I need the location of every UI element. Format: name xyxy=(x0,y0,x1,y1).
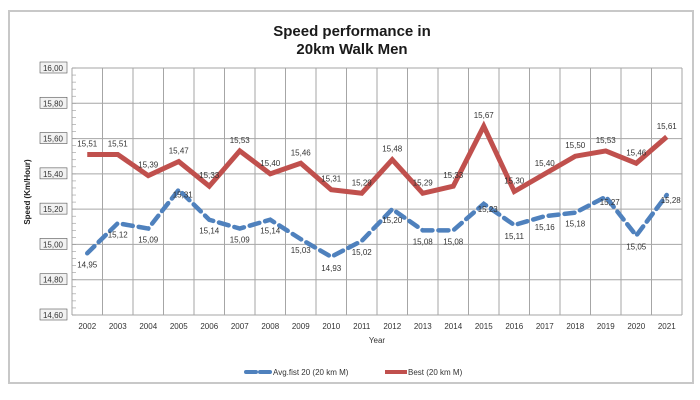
data-label-avg: 15,11 xyxy=(505,232,525,241)
chart-frame xyxy=(8,10,694,384)
data-label-avg: 15,16 xyxy=(535,223,556,232)
x-tick-label: 2019 xyxy=(597,322,615,331)
data-label-avg: 15,05 xyxy=(626,243,647,252)
data-label-best: 15,46 xyxy=(291,148,312,157)
x-axis-ticks: 2002 2003 2004 2005 2006 2007 2008 2009 2010 2011… xyxy=(78,322,676,331)
data-label-best: 15,29 xyxy=(413,178,434,187)
legend: Avg.fist 20 (20 km M) Best (20 km M) xyxy=(244,368,463,377)
series-line-avg-fist-20 xyxy=(85,186,669,260)
y-tick-box xyxy=(39,308,68,321)
x-tick-label: 2020 xyxy=(627,322,645,331)
y-tick-box xyxy=(39,61,68,74)
y-axis-ticks: 14,60 14,80 15,00 15,20 15,40 15,60 15,80 16,00 xyxy=(39,61,68,321)
y-tick-label: 15,60 xyxy=(43,135,64,144)
y-tick-label: 14,60 xyxy=(43,311,64,320)
x-tick-label: 2015 xyxy=(475,322,493,331)
data-label-avg: 15,09 xyxy=(230,236,251,245)
data-label-avg: 15,31 xyxy=(173,191,194,200)
data-label-avg: 15,14 xyxy=(260,227,281,236)
data-label-best: 15,67 xyxy=(474,111,495,120)
data-label-avg: 15,23 xyxy=(478,205,499,214)
data-label-avg: 15,20 xyxy=(382,216,403,225)
x-tick-label: 2008 xyxy=(261,322,279,331)
y-tick-label: 14,80 xyxy=(43,276,64,285)
data-label-avg: 15,08 xyxy=(413,237,434,246)
x-tick-label: 2007 xyxy=(231,322,249,331)
data-label-avg: 15,14 xyxy=(199,227,220,236)
y-axis-label: Speed (Km/Hour) xyxy=(23,159,32,225)
y-tick-box xyxy=(39,96,68,109)
x-tick-label: 2017 xyxy=(536,322,554,331)
y-tick-label: 15,80 xyxy=(43,99,64,108)
y-tick-label: 15,00 xyxy=(43,240,64,249)
data-labels: 14,95 15,12 15,09 15,31 15,14 15,09 15,14 15,03… xyxy=(77,111,681,273)
data-label-best: 15,31 xyxy=(321,175,342,184)
x-tick-label: 2012 xyxy=(383,322,401,331)
legend-label-avg: Avg.fist 20 (20 km M) xyxy=(273,368,349,377)
x-tick-label: 2004 xyxy=(139,322,157,331)
series-line-best xyxy=(87,120,669,197)
data-label-avg: 15,09 xyxy=(138,236,159,245)
chart-title-line-2: 20km Walk Men xyxy=(296,41,407,58)
x-tick-label: 2014 xyxy=(444,322,462,331)
chart-title-line-1: Speed performance in xyxy=(273,23,431,40)
y-tick-box xyxy=(39,132,68,144)
data-label-avg: 15,28 xyxy=(661,196,682,205)
x-tick-label: 2010 xyxy=(322,322,340,331)
x-tick-label: 2016 xyxy=(505,322,523,331)
data-label-best: 15,51 xyxy=(108,139,129,148)
data-label-avg: 14,95 xyxy=(77,260,98,269)
x-tick-label: 2003 xyxy=(109,322,127,331)
data-label-best: 15,40 xyxy=(260,159,281,168)
x-tick-label: 2002 xyxy=(78,322,96,331)
y-tick-box xyxy=(39,167,68,180)
data-label-best: 15,53 xyxy=(596,136,617,145)
x-tick-label: 2021 xyxy=(658,322,676,331)
data-label-best: 15,53 xyxy=(230,136,251,145)
x-axis-label: Year xyxy=(369,336,386,345)
data-label-best: 15,33 xyxy=(199,171,220,180)
legend-label-best: Best (20 km M) xyxy=(408,368,463,377)
data-label-best: 15,47 xyxy=(169,147,190,156)
data-label-best: 15,46 xyxy=(626,148,647,157)
data-label-best: 15,33 xyxy=(443,171,464,180)
y-tick-label: 15,20 xyxy=(43,205,64,214)
y-tick-box xyxy=(39,238,68,250)
y-tick-label: 15,40 xyxy=(43,170,64,179)
data-label-avg: 14,93 xyxy=(321,264,342,273)
data-label-best: 15,48 xyxy=(382,145,403,154)
data-label-best: 15,51 xyxy=(77,139,98,148)
data-label-best: 15,39 xyxy=(138,161,159,170)
y-tick-label: 16,00 xyxy=(43,64,64,73)
data-label-best: 15,50 xyxy=(565,141,586,150)
x-tick-label: 2013 xyxy=(414,322,432,331)
data-label-avg: 15,27 xyxy=(600,198,621,207)
x-tick-label: 2009 xyxy=(292,322,310,331)
data-label-avg: 15,12 xyxy=(108,230,129,239)
data-label-best: 15,40 xyxy=(535,159,556,168)
y-tick-box xyxy=(39,273,68,286)
x-tick-label: 2011 xyxy=(353,322,371,331)
x-tick-label: 2006 xyxy=(200,322,218,331)
data-label-avg: 15,02 xyxy=(352,248,373,257)
data-label-best: 15,29 xyxy=(352,178,373,187)
y-tick-box xyxy=(39,202,68,215)
data-label-avg: 15,03 xyxy=(291,246,312,255)
x-tick-label: 2018 xyxy=(566,322,584,331)
data-label-best: 15,61 xyxy=(657,122,678,131)
data-label-avg: 15,08 xyxy=(443,237,464,246)
data-label-best: 15,30 xyxy=(504,177,525,186)
data-label-avg: 15,18 xyxy=(565,220,586,229)
x-tick-label: 2005 xyxy=(170,322,188,331)
series-group xyxy=(85,120,669,260)
grid xyxy=(71,67,683,316)
